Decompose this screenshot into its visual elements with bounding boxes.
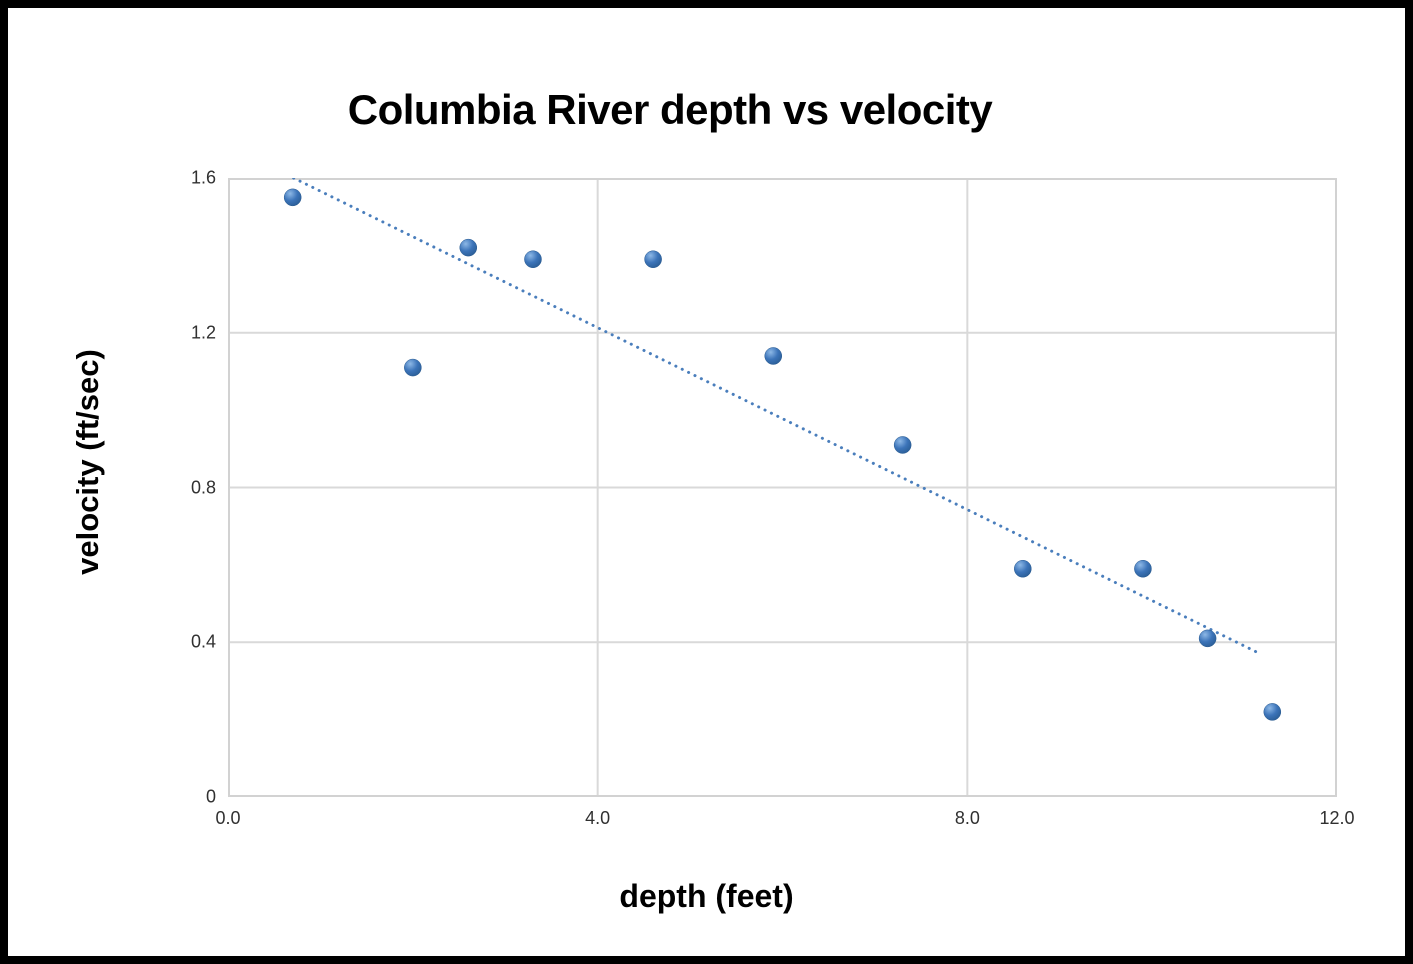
y-axis-tick-labels: 0 0.4 0.8 1.2 1.6 <box>140 168 216 807</box>
x-tick-label: 4.0 <box>585 808 611 828</box>
y-axis-title: velocity (ft/sec) <box>70 349 105 575</box>
data-point <box>1263 703 1282 721</box>
data-point <box>1198 629 1217 648</box>
data-point <box>893 436 912 454</box>
x-tick-label: 8.0 <box>954 808 980 828</box>
data-point <box>459 238 478 257</box>
y-tick-label: 0.4 <box>190 631 216 652</box>
data-point <box>1134 559 1152 578</box>
data-point <box>764 347 783 365</box>
y-tick-label: 1.6 <box>190 167 216 188</box>
x-axis-tick-labels: 0.0 4.0 8.0 12.0 <box>215 808 1354 834</box>
chart-title: Columbia River depth vs velocity <box>347 86 993 133</box>
data-point <box>1014 559 1032 578</box>
y-tick-label: 0.8 <box>190 477 216 497</box>
data-point <box>524 250 542 268</box>
plot-border <box>228 178 1337 797</box>
plot-area <box>228 178 1337 797</box>
x-axis-title: depth (feet) <box>619 878 794 914</box>
trendline <box>292 178 1262 656</box>
data-point <box>283 188 302 207</box>
y-tick-label: 0 <box>205 786 216 807</box>
scatter-plot <box>228 178 1337 797</box>
x-tick-label: 12.0 <box>1319 808 1355 828</box>
y-tick-label: 1.2 <box>190 322 216 343</box>
data-point <box>404 358 422 377</box>
x-tick-label: 0.0 <box>215 808 241 828</box>
data-point <box>644 250 662 268</box>
